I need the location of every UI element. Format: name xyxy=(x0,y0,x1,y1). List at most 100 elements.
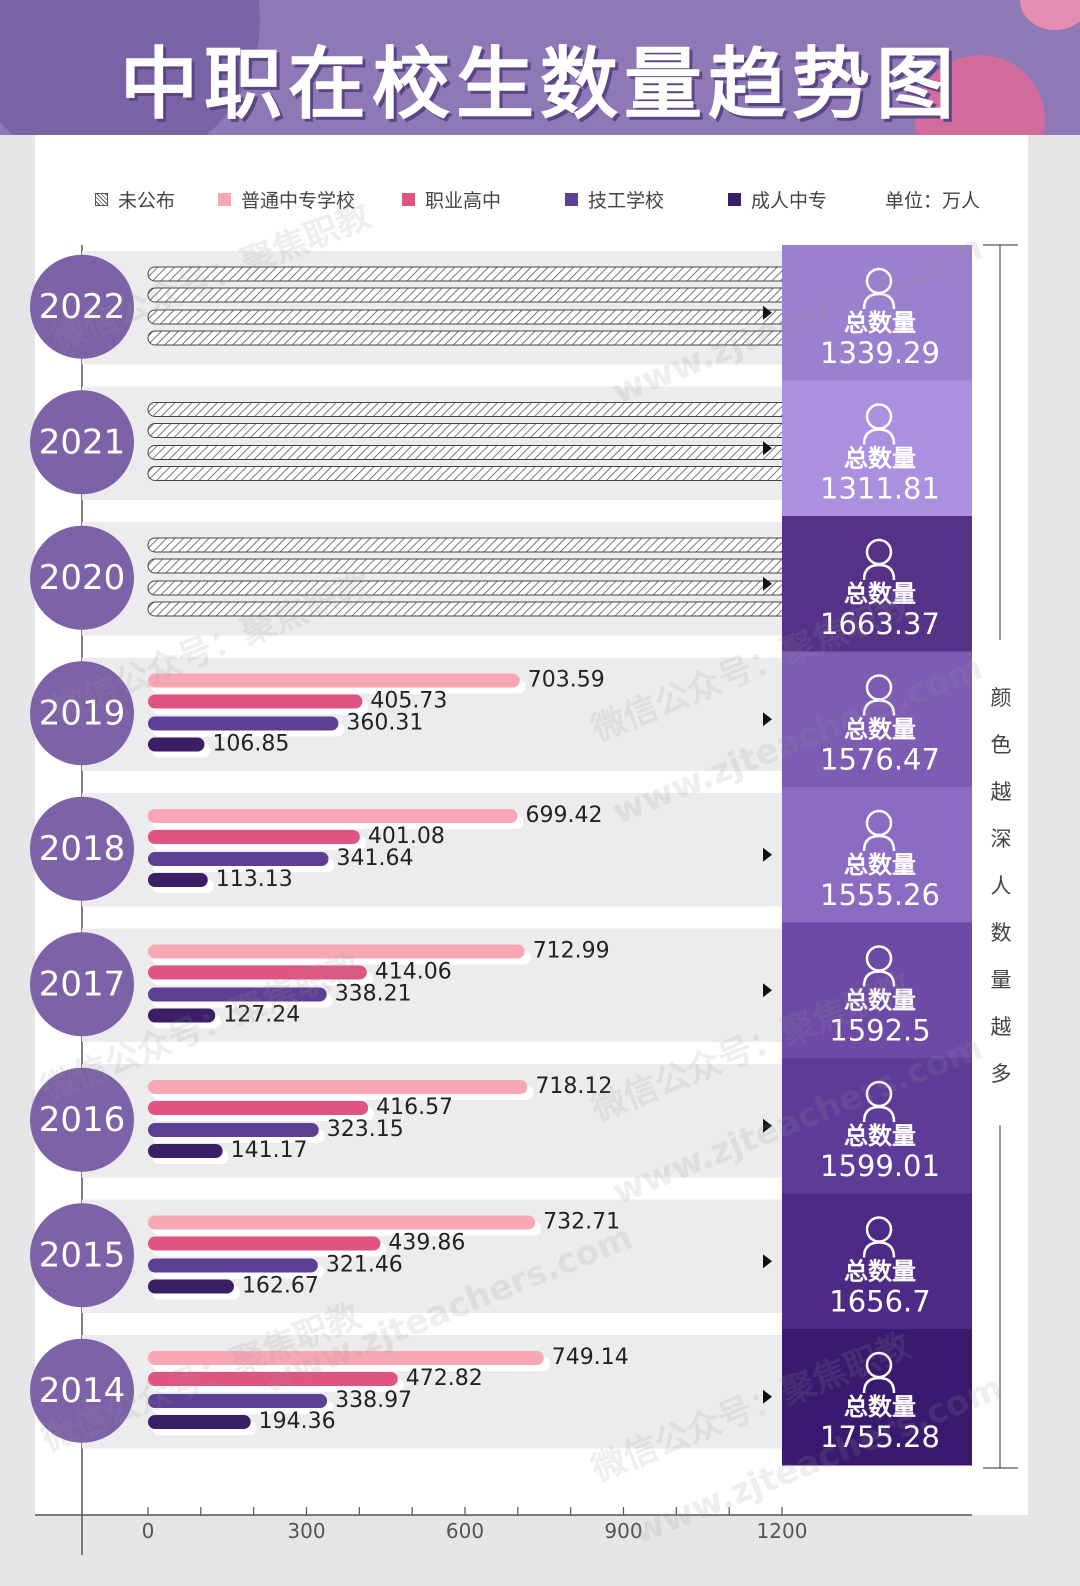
year-label: 2017 xyxy=(39,964,126,1004)
side-note-char: 越 xyxy=(990,780,1012,804)
bar-成人中专 xyxy=(148,737,205,752)
legend-label: 未公布 xyxy=(118,190,176,212)
total-label: 总数量 xyxy=(844,1393,916,1421)
legend-swatch xyxy=(95,193,108,206)
legend-swatch xyxy=(402,193,415,206)
unpublished-bar xyxy=(147,601,793,617)
legend-label: 普通中专学校 xyxy=(241,190,356,212)
bar-value-label: 414.06 xyxy=(375,960,452,985)
person-icon xyxy=(862,970,896,987)
row-arrow xyxy=(763,305,772,320)
bar-职业高中 xyxy=(148,965,367,980)
total-value: 1555.26 xyxy=(820,878,940,912)
bar-value-label: 338.97 xyxy=(335,1388,412,1413)
side-note: 颜色越深人数量越多 xyxy=(988,675,1014,1098)
row-arrow xyxy=(763,1254,772,1269)
bar-value-label: 162.67 xyxy=(242,1274,319,1299)
unpublished-bar xyxy=(147,287,793,303)
bar-职业高中 xyxy=(148,694,363,709)
bar-技工学校 xyxy=(148,1123,319,1137)
total-box xyxy=(782,245,972,382)
page-title: 中职在校生数量趋势图 xyxy=(119,40,960,130)
bar-成人中专 xyxy=(148,1144,223,1158)
year-circle xyxy=(30,1338,134,1443)
year-label: 2015 xyxy=(39,1235,126,1275)
bar-职业高中 xyxy=(148,1236,381,1251)
unpublished-bar xyxy=(147,537,793,553)
total-value: 1599.01 xyxy=(820,1149,940,1183)
bar-value-label: 699.42 xyxy=(526,803,603,828)
unpublished-bar xyxy=(147,423,793,438)
row-arrow xyxy=(763,576,772,591)
row-arrow xyxy=(763,1118,772,1133)
bar-value-label: 718.12 xyxy=(535,1074,612,1099)
year-circle xyxy=(30,661,134,766)
bar-普通中专学校 xyxy=(148,1351,544,1365)
total-value: 1311.81 xyxy=(820,472,940,506)
legend: 未公布 普通中专学校 职业高中 技工学校 成人中专 单位：万人 xyxy=(0,186,1080,216)
legend-item-adult-secondary: 成人中专 xyxy=(728,186,827,213)
year-label: 2019 xyxy=(39,693,126,733)
total-box xyxy=(782,787,972,924)
bar-value-label: 194.36 xyxy=(259,1409,336,1434)
bar-value-label: 712.99 xyxy=(533,939,610,964)
bar-value-label: 341.64 xyxy=(336,846,413,871)
row-arrow xyxy=(763,983,772,998)
bar-成人中专 xyxy=(148,1415,251,1429)
bar-技工学校 xyxy=(148,716,339,731)
legend-swatch xyxy=(728,193,741,206)
legend-swatch xyxy=(565,193,578,206)
year-label: 2014 xyxy=(39,1371,126,1411)
total-value: 1592.5 xyxy=(829,1014,930,1048)
bar-value-label: 732.71 xyxy=(543,1210,620,1235)
total-box xyxy=(782,1193,972,1330)
side-note-char: 人 xyxy=(990,874,1012,898)
side-note-char: 量 xyxy=(990,968,1012,992)
side-note-char: 色 xyxy=(990,733,1012,757)
total-label: 总数量 xyxy=(844,445,916,473)
unpublished-bar xyxy=(147,445,793,460)
total-box xyxy=(782,380,972,517)
total-label: 总数量 xyxy=(844,1258,916,1286)
total-value: 1663.37 xyxy=(820,607,940,641)
year-label: 2018 xyxy=(39,829,126,869)
year-label: 2016 xyxy=(39,1100,126,1140)
legend-item-regular-secondary: 普通中专学校 xyxy=(218,186,355,213)
bar-成人中专 xyxy=(148,1008,216,1023)
year-circle xyxy=(30,1067,134,1172)
bar-value-label: 323.15 xyxy=(327,1117,404,1142)
total-box xyxy=(782,516,972,653)
unit-label: 单位：万人 xyxy=(885,190,981,212)
unpublished-bar xyxy=(147,558,793,574)
bar-普通中专学校 xyxy=(148,809,518,823)
side-note-char: 越 xyxy=(990,1015,1012,1039)
year-circle xyxy=(30,796,134,901)
bar-value-label: 405.73 xyxy=(370,689,447,714)
person-icon xyxy=(862,563,896,581)
person-icon xyxy=(862,834,896,852)
bar-普通中专学校 xyxy=(148,944,525,959)
bar-value-label: 439.86 xyxy=(388,1231,465,1256)
total-box xyxy=(782,1329,972,1466)
bar-成人中专 xyxy=(148,873,208,887)
bar-value-label: 360.31 xyxy=(346,711,423,736)
person-icon xyxy=(862,1241,896,1258)
header-banner: 中职在校生数量趋势图 xyxy=(0,0,1080,135)
bar-职业高中 xyxy=(148,1372,398,1386)
x-tick-label: 600 xyxy=(446,1519,484,1543)
bar-value-label: 321.46 xyxy=(326,1253,403,1278)
decor-circle xyxy=(0,0,260,135)
bar-value-label: 401.08 xyxy=(368,824,445,849)
total-label: 总数量 xyxy=(844,716,916,744)
total-label: 总数量 xyxy=(844,851,916,879)
bar-value-label: 113.13 xyxy=(216,867,293,892)
unpublished-bar xyxy=(147,309,793,325)
side-note-char: 数 xyxy=(990,921,1012,945)
total-label: 总数量 xyxy=(844,987,916,1015)
total-value: 1339.29 xyxy=(820,336,940,370)
year-circle xyxy=(30,1203,134,1308)
side-note-char: 深 xyxy=(990,827,1012,851)
total-value: 1576.47 xyxy=(820,743,940,777)
year-circle xyxy=(30,932,134,1037)
